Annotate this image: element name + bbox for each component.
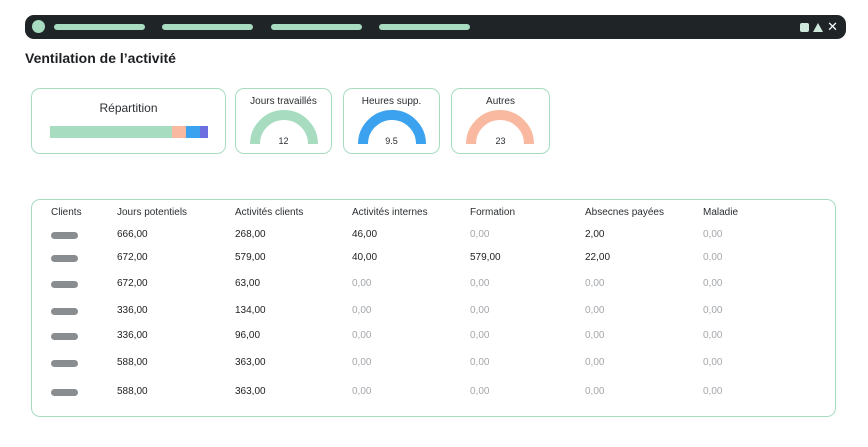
table-cell: 0,00 (352, 386, 372, 397)
gauge-arc (358, 110, 426, 145)
table-cell: 63,00 (235, 278, 261, 289)
table-cell: 0,00 (352, 357, 372, 368)
table-cell: 588,00 (117, 357, 148, 368)
table-cell: 579,00 (470, 252, 501, 263)
repartition-title: Répartition (99, 101, 158, 115)
table-cell: 0,00 (703, 229, 723, 240)
menu-item-placeholder-2[interactable] (162, 24, 253, 30)
menu-item-placeholder-1[interactable] (54, 24, 145, 30)
stacked-bar-segment (171, 126, 186, 138)
table-cell: 0,00 (703, 357, 723, 368)
repartition-stacked-bar (50, 126, 208, 138)
table-cell: 336,00 (117, 305, 148, 316)
client-name-redacted[interactable] (51, 333, 78, 340)
kpi-card-jours-travailles: Jours travaillés 12 (235, 88, 332, 154)
window-controls: ✕ (800, 19, 838, 35)
table-cell: 0,00 (470, 357, 490, 368)
table-cell: 0,00 (585, 330, 605, 341)
table-cell: 579,00 (235, 252, 266, 263)
gauge-chart (250, 110, 318, 145)
gauge-chart (358, 110, 426, 145)
stacked-bar-segment (185, 126, 201, 138)
column-header-formation[interactable]: Formation (470, 207, 516, 218)
stacked-bar-segment (50, 126, 172, 138)
table-cell: 0,00 (470, 229, 490, 240)
window-titlebar: ✕ (25, 15, 846, 39)
table-cell: 363,00 (235, 357, 266, 368)
kpi-card-autres: Autres 23 (451, 88, 550, 154)
client-name-redacted[interactable] (51, 389, 78, 396)
client-name-redacted[interactable] (51, 255, 78, 262)
table-cell: 0,00 (585, 305, 605, 316)
table-cell: 672,00 (117, 278, 148, 289)
table-cell: 0,00 (703, 252, 723, 263)
table-cell: 40,00 (352, 252, 378, 263)
table-cell: 0,00 (352, 330, 372, 341)
column-header-jours-potentiels[interactable]: Jours potentiels (117, 207, 188, 218)
column-header-absences-payees[interactable]: Absecnes payées (585, 207, 664, 218)
table-cell: 0,00 (470, 386, 490, 397)
client-name-redacted[interactable] (51, 308, 78, 315)
kpi-label: Jours travaillés (250, 96, 317, 107)
table-cell: 134,00 (235, 305, 266, 316)
table-cell: 268,00 (235, 229, 266, 240)
kpi-value: 9.5 (385, 136, 398, 146)
client-name-redacted[interactable] (51, 232, 78, 239)
table-cell: 0,00 (585, 386, 605, 397)
table-cell: 0,00 (352, 305, 372, 316)
close-icon[interactable]: ✕ (827, 19, 838, 34)
kpi-value: 23 (495, 136, 506, 146)
table-cell: 96,00 (235, 330, 261, 341)
column-header-maladie[interactable]: Maladie (703, 207, 739, 218)
table-cell: 0,00 (470, 278, 490, 289)
table-cell: 588,00 (117, 386, 148, 397)
gauge-arc (466, 110, 534, 145)
table-cell: 0,00 (703, 386, 723, 397)
table-cell: 2,00 (585, 229, 605, 240)
table-cell: 0,00 (703, 330, 723, 341)
column-header-activites-clients[interactable]: Activités clients (235, 207, 304, 218)
kpi-value: 12 (278, 136, 289, 146)
table-cell: 672,00 (117, 252, 148, 263)
triangle-icon[interactable] (813, 22, 824, 32)
client-name-redacted[interactable] (51, 360, 78, 367)
kpi-card-heures-supp: Heures supp. 9.5 (343, 88, 440, 154)
page-title: Ventilation de l’activité (25, 50, 176, 66)
activity-table: Clients Jours potentiels Activités clien… (31, 199, 836, 417)
column-header-clients[interactable]: Clients (51, 207, 82, 218)
column-header-activites-internes[interactable]: Activités internes (352, 207, 428, 218)
repartition-card: Répartition (31, 88, 226, 154)
kpi-label: Autres (486, 96, 515, 107)
table-cell: 363,00 (235, 386, 266, 397)
table-cell: 0,00 (352, 278, 372, 289)
table-cell: 0,00 (703, 305, 723, 316)
table-cell: 666,00 (117, 229, 148, 240)
stacked-bar-segment (200, 126, 208, 138)
table-cell: 0,00 (585, 357, 605, 368)
table-cell: 0,00 (470, 330, 490, 341)
client-name-redacted[interactable] (51, 281, 78, 288)
table-cell: 0,00 (703, 278, 723, 289)
gauge-chart (466, 110, 534, 145)
app-icon (32, 20, 45, 33)
table-cell: 0,00 (585, 278, 605, 289)
menu-item-placeholder-4[interactable] (379, 24, 470, 30)
square-icon[interactable] (800, 22, 810, 32)
kpi-label: Heures supp. (361, 96, 422, 107)
table-cell: 22,00 (585, 252, 611, 263)
table-cell: 0,00 (470, 305, 490, 316)
menu-item-placeholder-3[interactable] (271, 24, 362, 30)
gauge-arc (250, 110, 318, 145)
table-cell: 336,00 (117, 330, 148, 341)
table-cell: 46,00 (352, 229, 378, 240)
